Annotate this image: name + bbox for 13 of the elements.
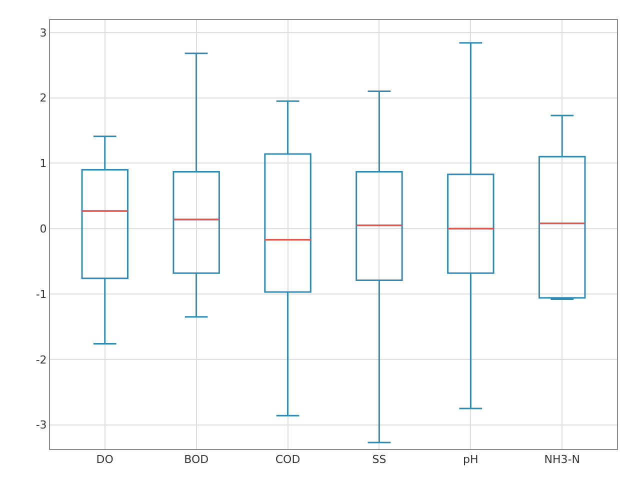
x-tick-label: COD	[275, 453, 300, 466]
x-tick-label: DO	[96, 453, 114, 466]
y-tick-label: 0	[40, 222, 47, 236]
y-tick-label: 2	[40, 92, 47, 105]
x-tick-label: pH	[463, 453, 478, 466]
x-tick-label: BOD	[184, 453, 209, 466]
x-tick-label: NH3-N	[544, 453, 580, 466]
y-tick-label: -2	[36, 353, 47, 366]
x-tick-label: SS	[372, 453, 386, 466]
y-tick-label: 3	[40, 26, 47, 40]
y-tick-label: -1	[36, 288, 47, 301]
y-tick-label: -3	[36, 418, 47, 432]
y-tick-label: 1	[40, 157, 47, 170]
